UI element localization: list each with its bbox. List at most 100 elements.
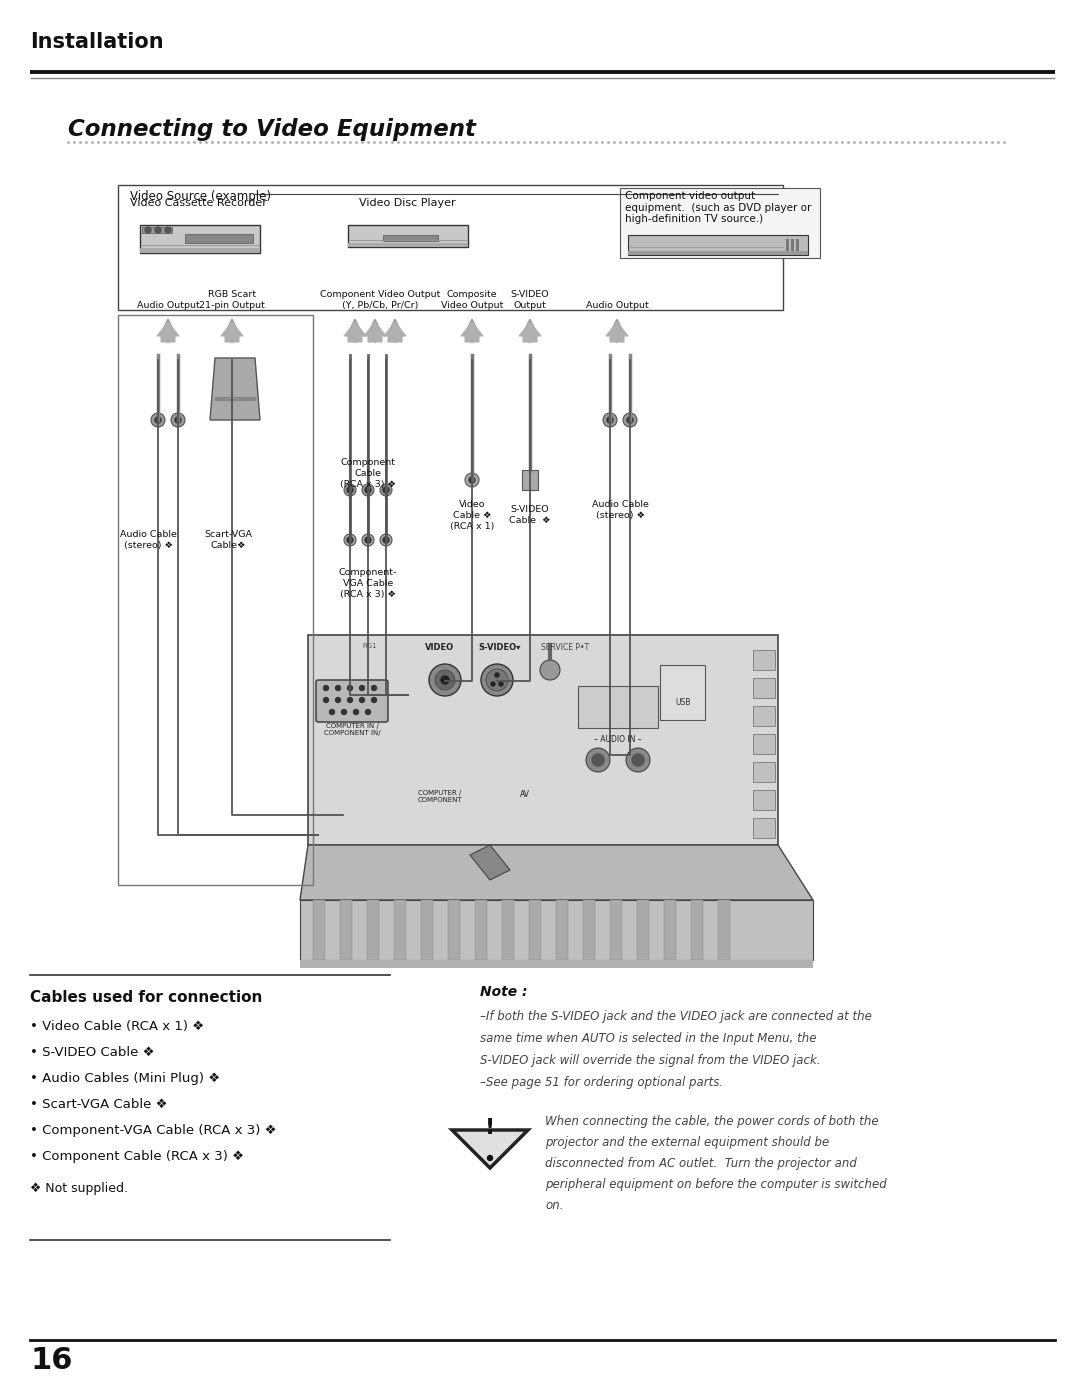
FancyArrow shape — [364, 321, 386, 342]
Circle shape — [372, 686, 377, 690]
Circle shape — [345, 534, 356, 546]
Circle shape — [592, 754, 604, 766]
Text: – AUDIO IN –: – AUDIO IN – — [594, 735, 642, 745]
Bar — [691, 900, 703, 960]
Circle shape — [372, 697, 377, 703]
Text: Audio Output: Audio Output — [585, 300, 648, 310]
Text: RG1: RG1 — [363, 643, 377, 650]
FancyArrow shape — [461, 321, 483, 342]
Bar — [753, 733, 775, 754]
Bar — [753, 705, 775, 726]
Circle shape — [365, 536, 372, 543]
Text: peripheral equipment on before the computer is switched: peripheral equipment on before the compu… — [545, 1178, 887, 1192]
Bar — [753, 761, 775, 782]
Text: SERVICE P•T: SERVICE P•T — [541, 643, 589, 652]
Circle shape — [151, 414, 165, 427]
Circle shape — [469, 476, 475, 483]
Polygon shape — [210, 358, 260, 420]
Bar — [791, 239, 794, 251]
Text: Video Disc Player: Video Disc Player — [359, 198, 456, 208]
Text: • Component-VGA Cable (RCA x 3) ❖: • Component-VGA Cable (RCA x 3) ❖ — [30, 1125, 276, 1137]
Circle shape — [465, 474, 480, 488]
Circle shape — [491, 682, 495, 686]
Text: Cables used for connection: Cables used for connection — [30, 990, 262, 1004]
Text: same time when AUTO is selected in the Input Menu, the: same time when AUTO is selected in the I… — [480, 1032, 816, 1045]
Circle shape — [336, 697, 340, 703]
Circle shape — [365, 710, 370, 714]
FancyArrow shape — [221, 321, 243, 342]
FancyArrow shape — [345, 321, 366, 342]
Bar — [475, 900, 487, 960]
Text: Audio Cable
(stereo) ❖: Audio Cable (stereo) ❖ — [120, 529, 176, 550]
Circle shape — [380, 534, 392, 546]
Polygon shape — [470, 845, 510, 880]
Polygon shape — [453, 1130, 528, 1168]
FancyBboxPatch shape — [316, 680, 388, 722]
Circle shape — [540, 659, 561, 680]
Bar — [637, 900, 649, 960]
Text: Audio Cable
(stereo) ❖: Audio Cable (stereo) ❖ — [592, 500, 648, 520]
Bar — [300, 900, 813, 960]
Circle shape — [487, 1155, 492, 1161]
Text: S-VIDEO
Cable  ❖: S-VIDEO Cable ❖ — [510, 504, 551, 525]
Circle shape — [360, 686, 365, 690]
Text: Component-
VGA Cable
(RCA x 3) ❖: Component- VGA Cable (RCA x 3) ❖ — [339, 569, 397, 599]
Circle shape — [495, 673, 499, 678]
Circle shape — [145, 226, 151, 233]
Text: Audio Output: Audio Output — [137, 300, 200, 310]
Bar — [522, 469, 538, 490]
Text: ❖ Not supplied.: ❖ Not supplied. — [30, 1182, 129, 1194]
Text: –If both the S-VIDEO jack and the VIDEO jack are connected at the: –If both the S-VIDEO jack and the VIDEO … — [480, 1010, 872, 1023]
Text: –See page 51 for ordering optional parts.: –See page 51 for ordering optional parts… — [480, 1076, 724, 1090]
Text: S-VIDEO▾: S-VIDEO▾ — [478, 643, 522, 652]
Bar — [185, 235, 253, 243]
Text: on.: on. — [545, 1199, 564, 1213]
Circle shape — [348, 686, 352, 690]
Bar — [753, 819, 775, 838]
Circle shape — [481, 664, 513, 696]
Bar — [786, 239, 789, 251]
Circle shape — [632, 754, 644, 766]
Bar — [578, 686, 658, 728]
Text: S-VIDEO
Output: S-VIDEO Output — [511, 291, 550, 310]
Circle shape — [362, 534, 374, 546]
Bar — [141, 226, 172, 233]
Bar — [660, 665, 705, 719]
Bar — [340, 900, 352, 960]
Circle shape — [607, 416, 613, 423]
Polygon shape — [300, 845, 813, 900]
Circle shape — [156, 416, 161, 423]
Circle shape — [586, 747, 610, 773]
Text: Video
Cable ❖
(RCA x 1): Video Cable ❖ (RCA x 1) — [449, 500, 495, 531]
Bar — [308, 636, 778, 845]
FancyArrow shape — [606, 321, 627, 342]
Text: S-VIDEO jack will override the signal from the VIDEO jack.: S-VIDEO jack will override the signal fr… — [480, 1053, 821, 1067]
Bar — [627, 235, 808, 256]
Text: !: ! — [485, 1118, 495, 1139]
Bar — [348, 225, 468, 247]
Bar — [140, 249, 260, 253]
Text: • Scart-VGA Cable ❖: • Scart-VGA Cable ❖ — [30, 1098, 167, 1111]
Text: Component Video Output
(Y, Pb/Cb, Pr/Cr): Component Video Output (Y, Pb/Cb, Pr/Cr) — [320, 291, 441, 310]
Bar — [367, 900, 379, 960]
Circle shape — [329, 710, 335, 714]
Text: • Video Cable (RCA x 1) ❖: • Video Cable (RCA x 1) ❖ — [30, 1020, 204, 1032]
Text: COMPUTER IN /
COMPONENT IN/: COMPUTER IN / COMPONENT IN/ — [324, 724, 380, 736]
Bar — [313, 900, 325, 960]
Circle shape — [336, 686, 340, 690]
Circle shape — [324, 697, 328, 703]
FancyArrow shape — [519, 321, 541, 342]
Bar — [118, 184, 783, 310]
Text: RGB Scart
21-pin Output: RGB Scart 21-pin Output — [199, 291, 265, 310]
Circle shape — [383, 536, 389, 543]
Circle shape — [486, 669, 508, 692]
Text: projector and the external equipment should be: projector and the external equipment sho… — [545, 1136, 829, 1148]
Circle shape — [353, 710, 359, 714]
Text: • Audio Cables (Mini Plug) ❖: • Audio Cables (Mini Plug) ❖ — [30, 1071, 220, 1085]
Bar — [421, 900, 433, 960]
Text: When connecting the cable, the power cords of both the: When connecting the cable, the power cor… — [545, 1115, 879, 1127]
Bar — [529, 900, 541, 960]
Circle shape — [383, 488, 389, 493]
Bar — [383, 235, 438, 242]
Text: VIDEO: VIDEO — [426, 643, 455, 652]
